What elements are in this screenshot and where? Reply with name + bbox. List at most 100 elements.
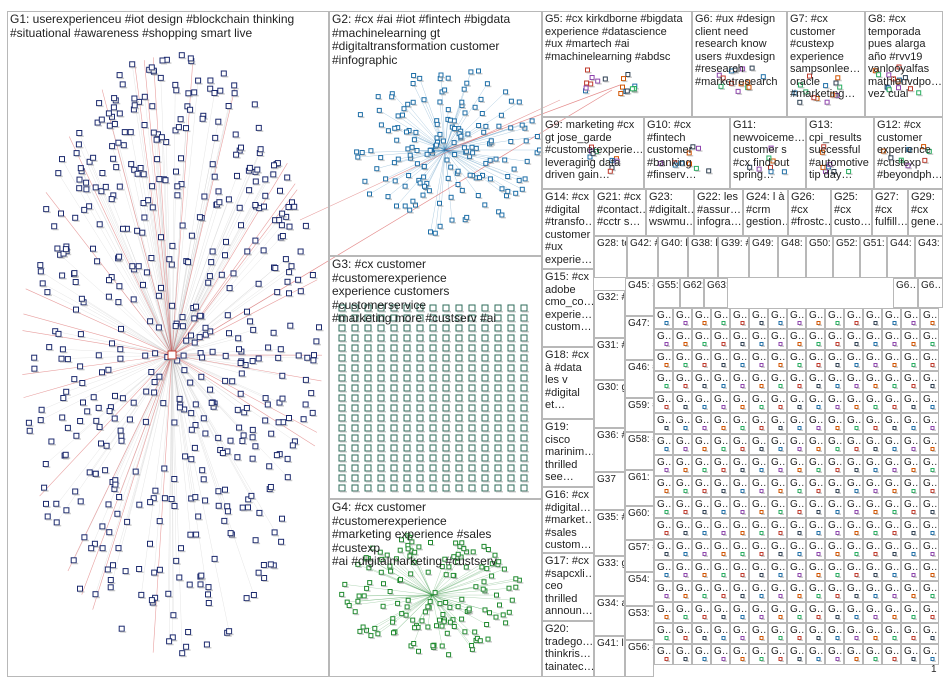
node-shadow	[254, 542, 261, 545]
node-shadow	[418, 371, 425, 373]
small-group-label: G…	[790, 604, 805, 615]
small-group-cell: G…	[730, 560, 749, 581]
node-shadow	[97, 105, 104, 108]
small-group-cell: G…	[711, 539, 730, 560]
node-shadow	[403, 110, 408, 113]
cross-edge	[171, 183, 296, 356]
small-group-label: G…	[752, 478, 767, 489]
node-shadow	[165, 62, 172, 64]
node-shadow	[366, 321, 373, 323]
node-shadow	[509, 143, 515, 145]
node-shadow	[167, 261, 174, 264]
node-shadow	[288, 328, 295, 330]
node-shadow	[262, 580, 269, 582]
node-shadow	[227, 108, 234, 110]
cross-edge	[25, 288, 173, 356]
node-shadow	[522, 331, 529, 333]
node-shadow	[405, 351, 412, 353]
small-group-cell: G…	[711, 581, 730, 602]
small-group-label: G…	[657, 310, 672, 321]
hub-edge	[111, 198, 173, 356]
node-shadow	[482, 134, 488, 136]
node-shadow	[394, 182, 400, 185]
small-group-cell: G…	[863, 518, 882, 539]
node-shadow	[239, 227, 246, 230]
hub-edge	[168, 354, 173, 594]
small-group-label: G…	[657, 373, 672, 384]
node-shadow	[157, 379, 164, 381]
small-group-label: G…	[695, 646, 710, 657]
g2-edge	[408, 149, 446, 176]
small-group-label: G…	[676, 331, 691, 342]
small-group-cell: G…	[825, 329, 844, 350]
cross-edge	[45, 192, 173, 356]
node-shadow	[208, 333, 215, 336]
small-group-cell: G…	[882, 644, 901, 665]
node-shadow	[387, 198, 392, 201]
small-group-cell: G…	[806, 518, 825, 539]
small-group-cell: G…	[787, 392, 806, 413]
small-group-label: G…	[904, 562, 919, 573]
node-shadow	[412, 104, 418, 106]
small-group-cell: G…	[882, 350, 901, 371]
node-shadow	[60, 420, 67, 422]
small-group-cell: G…	[749, 308, 768, 329]
node-shadow	[266, 407, 273, 409]
hub-edge	[171, 195, 266, 356]
small-group-cell: G…	[749, 581, 768, 602]
g2-edge	[435, 149, 446, 234]
small-group-cell: G…	[768, 392, 787, 413]
g2-edge	[412, 83, 446, 151]
node-shadow	[172, 481, 179, 483]
group-g55: G55: #cx	[654, 278, 680, 308]
node-shadow	[522, 321, 529, 323]
hub-edge	[171, 354, 288, 478]
small-group-cell: G…	[654, 644, 673, 665]
node-shadow	[393, 164, 399, 167]
small-group-label: G…	[923, 499, 938, 510]
node-shadow	[363, 183, 369, 185]
group-g13: G13: cpi_results successful #automotive …	[806, 117, 874, 189]
small-group-cell: G…	[749, 602, 768, 623]
node-shadow	[240, 376, 247, 378]
node-shadow	[144, 394, 151, 396]
node-shadow	[457, 311, 464, 313]
node-shadow	[137, 571, 144, 573]
small-group-label: G…	[714, 583, 729, 594]
small-group-cell: G…	[768, 329, 787, 350]
g2-edge	[444, 127, 511, 151]
small-group-cell: G…	[673, 476, 692, 497]
small-group-label: G…	[904, 541, 919, 552]
small-group-cell: G…	[863, 560, 882, 581]
small-group-label: G…	[923, 562, 938, 573]
node-shadow	[82, 212, 89, 214]
node-shadow	[177, 129, 184, 132]
small-group-label: G…	[733, 562, 748, 573]
small-group-cell: G…	[654, 392, 673, 413]
node-shadow	[257, 515, 264, 517]
node-shadow	[211, 254, 218, 256]
node-shadow	[178, 409, 185, 412]
small-group-label: G…	[771, 457, 786, 468]
node-shadow	[201, 121, 208, 123]
node-shadow	[144, 424, 151, 426]
small-group-cell: G…	[768, 455, 787, 476]
small-group-cell: G…	[844, 455, 863, 476]
node-shadow	[525, 142, 531, 145]
small-group-label: G…	[714, 310, 729, 321]
hub-edge	[118, 301, 173, 356]
hub-edge	[153, 354, 173, 573]
small-group-label: G…	[790, 625, 805, 636]
node-shadow	[379, 159, 385, 162]
group-g32: G32: #cx cust…	[594, 290, 625, 338]
small-group-label: G…	[676, 583, 691, 594]
node-shadow	[164, 182, 170, 185]
node-shadow	[78, 423, 85, 425]
small-group-cell: G…	[901, 308, 920, 329]
small-group-label: G…	[790, 499, 805, 510]
small-group-label: G…	[790, 541, 805, 552]
small-group-label: G…	[847, 415, 862, 426]
small-group-cell: G…	[673, 350, 692, 371]
node-shadow	[202, 420, 209, 423]
group-g53-label: G53: lin…	[628, 608, 653, 619]
